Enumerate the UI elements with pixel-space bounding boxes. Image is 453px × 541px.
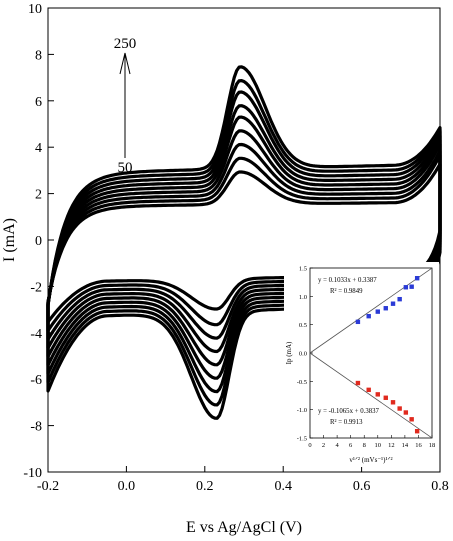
inset-fit-line bbox=[309, 352, 433, 439]
inset-x-tick-label: 2 bbox=[322, 442, 325, 449]
y-tick-label: 0 bbox=[35, 234, 42, 249]
inset-x-tick-label: 8 bbox=[363, 442, 366, 449]
inset-equation: y = -0.1065x + 0.3837 bbox=[318, 408, 380, 415]
inset-x-axis-title: v¹ᐟ² (mVs⁻¹)¹ᐟ² bbox=[349, 456, 392, 464]
inset-point bbox=[366, 387, 371, 393]
inset-point bbox=[409, 284, 414, 289]
inset-point bbox=[403, 410, 409, 415]
inset-point bbox=[375, 392, 380, 397]
x-tick-label: 0.6 bbox=[353, 479, 371, 494]
inset-fit-line bbox=[309, 267, 433, 354]
inset-r2: R² = 0.9913 bbox=[330, 419, 363, 426]
inset-x-tick-label: 4 bbox=[335, 442, 339, 449]
inset-y-tick-label: -1.0 bbox=[297, 407, 307, 414]
inset-x-tick-label: 12 bbox=[388, 442, 395, 449]
arrow-head bbox=[119, 52, 131, 75]
y-tick-label: -8 bbox=[30, 420, 42, 435]
inset-point bbox=[403, 285, 409, 290]
y-tick-label: 8 bbox=[35, 48, 42, 63]
inset-point bbox=[383, 306, 388, 311]
inset-point bbox=[383, 395, 388, 400]
inset-x-tick-label: 14 bbox=[402, 442, 409, 449]
y-tick-label: -6 bbox=[30, 373, 42, 388]
inset-point bbox=[397, 406, 402, 411]
inset-point bbox=[355, 319, 361, 325]
inset-point bbox=[414, 276, 420, 281]
y-tick-label: 2 bbox=[35, 188, 42, 203]
inset-point bbox=[409, 417, 414, 422]
inset-x-tick-label: 16 bbox=[415, 442, 422, 449]
x-tick-label: 0.2 bbox=[196, 479, 214, 494]
inset-r2: R² = 0.9849 bbox=[330, 288, 363, 295]
y-tick-label: -2 bbox=[30, 280, 42, 295]
y-tick-label: -4 bbox=[30, 327, 42, 342]
inset-point bbox=[390, 301, 396, 306]
inset-y-tick-label: 1.5 bbox=[299, 266, 307, 273]
x-tick-label: 0.4 bbox=[274, 479, 292, 494]
inset-x-tick-label: 6 bbox=[349, 442, 353, 449]
inset-x-tick-label: 0 bbox=[308, 442, 311, 449]
inset-point bbox=[390, 400, 396, 405]
inset-plot: 0 2 4 6 8 10 12 14 16 18 -1.5 -1.0 -0.5 0.0 0.5 1.0 1.5 v… bbox=[284, 262, 439, 467]
y-tick-label: 6 bbox=[35, 95, 42, 110]
x-axis-title: E vs Ag/AgCl (V) bbox=[186, 519, 302, 536]
y-tick-label: 4 bbox=[35, 141, 42, 156]
cv-plot: -0.2 0.0 0.2 0.4 0.6 0.8 -10 -8 -6 -4 -2 0 2 4 6 8 10 E v… bbox=[1, 2, 449, 536]
inset-y-tick-label: 0.0 bbox=[299, 351, 307, 358]
inset-y-tick-label: -1.5 bbox=[297, 436, 307, 443]
inset-point bbox=[414, 429, 420, 434]
x-tick-label: -0.2 bbox=[37, 479, 59, 494]
annotation-top: 250 bbox=[114, 36, 137, 52]
y-tick-label: -10 bbox=[23, 466, 42, 481]
inset-equation: y = 0.1033x + 0.3387 bbox=[318, 277, 377, 284]
inset-y-tick-label: 1.0 bbox=[299, 294, 307, 301]
inset-point bbox=[397, 296, 402, 302]
y-axis-title: I (mA) bbox=[1, 218, 18, 262]
inset-point bbox=[366, 313, 371, 319]
inset-point bbox=[375, 309, 380, 314]
inset-x-tick-label: 10 bbox=[375, 442, 382, 449]
inset-y-axis-title: Ip (mA) bbox=[285, 341, 293, 364]
y-tick-label: 10 bbox=[28, 2, 42, 17]
inset-point bbox=[355, 380, 361, 386]
inset-y-tick-label: -0.5 bbox=[297, 379, 307, 386]
x-tick-label: 0.0 bbox=[118, 479, 136, 494]
cv-curve-250 bbox=[46, 65, 442, 420]
x-tick-label: 0.8 bbox=[431, 479, 449, 494]
inset-x-tick-label: 18 bbox=[429, 442, 436, 449]
inset-y-tick-label: 0.5 bbox=[299, 322, 307, 329]
